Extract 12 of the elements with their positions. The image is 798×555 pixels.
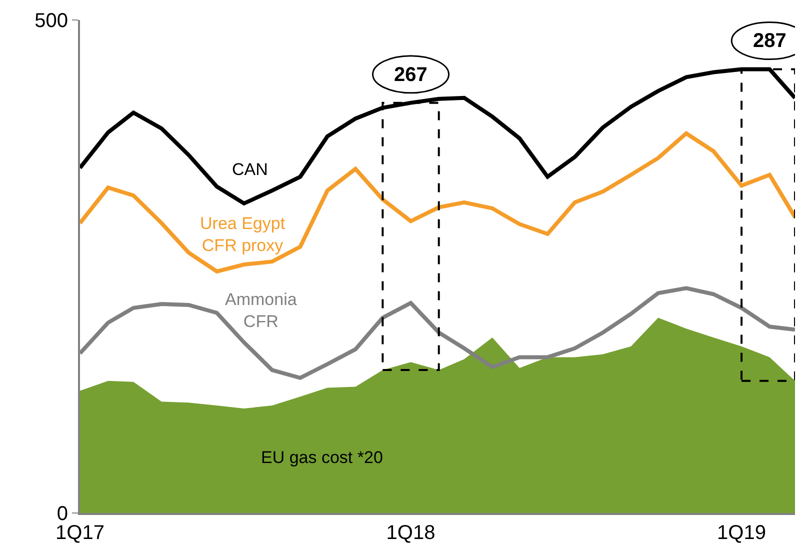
x-tick-label: 1Q17	[56, 522, 104, 544]
x-tick-label: 1Q19	[717, 522, 766, 544]
x-tick-label: 1Q18	[386, 522, 436, 544]
y-tick-label: 0	[56, 503, 68, 525]
annotation: 267	[394, 64, 428, 86]
line-series	[80, 131, 795, 274]
series-label: EU gas cost *20	[261, 448, 383, 467]
series-label: Ammonia CFR	[225, 290, 298, 332]
y-tick-label: 500	[34, 10, 68, 32]
series-label: CAN	[232, 160, 268, 179]
series-label: Urea Egypt CFR proxy	[200, 214, 286, 256]
annotation: 287	[753, 30, 786, 52]
